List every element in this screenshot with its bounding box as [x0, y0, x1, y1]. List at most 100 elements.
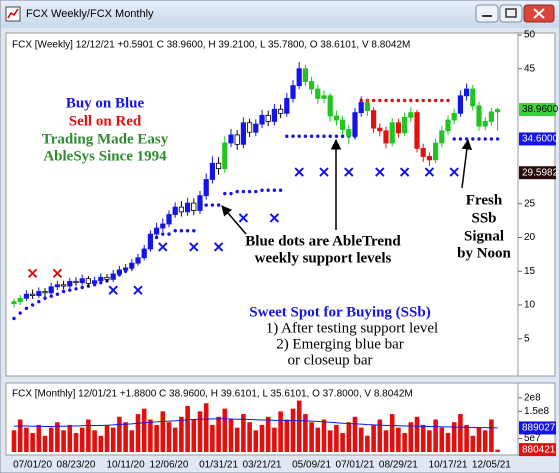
volume-bar	[464, 424, 469, 452]
volume-bar	[36, 424, 42, 452]
candle-body	[308, 81, 315, 90]
resistance-dot	[371, 98, 376, 103]
volume-bar	[340, 433, 345, 452]
volume-bar	[241, 414, 246, 452]
volume-bar	[439, 427, 445, 452]
y-tick-label: 2e8	[524, 392, 541, 403]
support-dot	[247, 189, 252, 194]
x-tick-label: 07/01/21	[336, 460, 375, 471]
support-dot	[229, 191, 233, 196]
support-dot	[161, 232, 165, 236]
support-dot	[235, 189, 239, 194]
support-dot	[30, 303, 35, 307]
candle-body	[184, 202, 191, 213]
price-header: FCX [Weekly] 12/12/21 +0.5901 C 38.9600,…	[12, 40, 410, 51]
volume-bar	[110, 427, 116, 452]
price-tag	[519, 421, 556, 435]
candle-body	[339, 119, 346, 130]
candle-body	[36, 291, 42, 296]
candle-body	[253, 123, 259, 133]
volume-bar	[371, 424, 376, 452]
resistance-dot	[446, 98, 450, 103]
candle-body	[377, 127, 383, 132]
x-tick-label: 10/11/20	[107, 460, 146, 471]
volume-bar	[346, 422, 352, 452]
volume-bar	[129, 430, 135, 452]
annotation: Buy on Blue	[66, 95, 145, 111]
y-tick-label: 15	[524, 266, 536, 277]
volume-bar	[296, 400, 302, 452]
volume-bar	[92, 430, 97, 452]
x-marker	[189, 242, 199, 252]
x-marker	[108, 285, 118, 295]
y-tick-label: 45	[524, 63, 536, 74]
resistance-dot	[433, 98, 438, 103]
volume-bar	[247, 422, 252, 452]
candle-body	[333, 115, 340, 121]
support-dot	[328, 134, 332, 138]
x-marker	[319, 167, 329, 177]
candle-body	[79, 278, 85, 284]
volume-bar	[216, 416, 221, 452]
volume-bar	[489, 419, 494, 452]
candle-body	[315, 88, 321, 99]
candle-body	[234, 134, 240, 145]
candle-body	[321, 95, 327, 99]
candle-body	[389, 122, 395, 144]
candle-body	[383, 130, 389, 144]
x-marker	[52, 268, 63, 278]
candle-body	[11, 301, 17, 305]
candle-body	[246, 122, 253, 133]
volume-bar	[11, 430, 17, 452]
arrows	[221, 138, 473, 235]
close-button[interactable]	[523, 4, 555, 23]
candle-body	[370, 110, 377, 129]
support-dot	[43, 296, 47, 300]
volume-bar	[17, 419, 23, 452]
annotation: 2) Emerging blue bar	[276, 336, 404, 352]
candle-body	[470, 88, 476, 107]
support-dot	[278, 188, 283, 192]
candle-body	[54, 284, 61, 288]
support-dot	[303, 134, 308, 138]
volume-bar	[123, 422, 128, 452]
candle-body	[98, 276, 104, 282]
minimize-button[interactable]	[475, 4, 499, 23]
candle-body	[457, 95, 464, 114]
annotation: Blue dots are AbleTrend	[245, 233, 401, 249]
resistance-dot	[390, 98, 394, 103]
volume-bar	[272, 427, 277, 452]
support-dot	[185, 229, 190, 233]
volume-bar	[451, 422, 457, 452]
candle-body	[209, 162, 215, 180]
annotation: Sweet Spot for Buying (SSb)	[249, 304, 430, 320]
x-marker	[449, 167, 459, 177]
volume-bar	[222, 408, 228, 452]
candle-body	[73, 280, 79, 284]
volume-bar	[160, 411, 166, 452]
maximize-button[interactable]	[499, 4, 523, 23]
candle-body	[85, 278, 91, 284]
volume-bar	[234, 427, 240, 452]
x-marker	[424, 167, 435, 177]
x-marker	[399, 167, 410, 177]
volume-bar	[408, 422, 414, 452]
candle-body	[482, 121, 488, 127]
x-marker	[213, 242, 224, 252]
price-panel	[5, 32, 556, 377]
support-dot	[55, 292, 60, 296]
support-dot	[334, 134, 339, 138]
volume-bar	[24, 427, 29, 452]
candle-body	[296, 68, 302, 87]
x-tick-label: 10/17/21	[429, 460, 468, 471]
candle-body	[160, 223, 166, 229]
candle-body	[284, 98, 290, 114]
candle-body	[259, 114, 265, 125]
candle-body	[42, 291, 48, 294]
support-dot	[452, 137, 456, 141]
support-dot	[37, 299, 41, 304]
volume-bar	[259, 424, 265, 452]
support-dot	[464, 137, 469, 141]
candle-body	[432, 142, 439, 161]
y-tick-label: 1.5e8	[524, 406, 549, 417]
